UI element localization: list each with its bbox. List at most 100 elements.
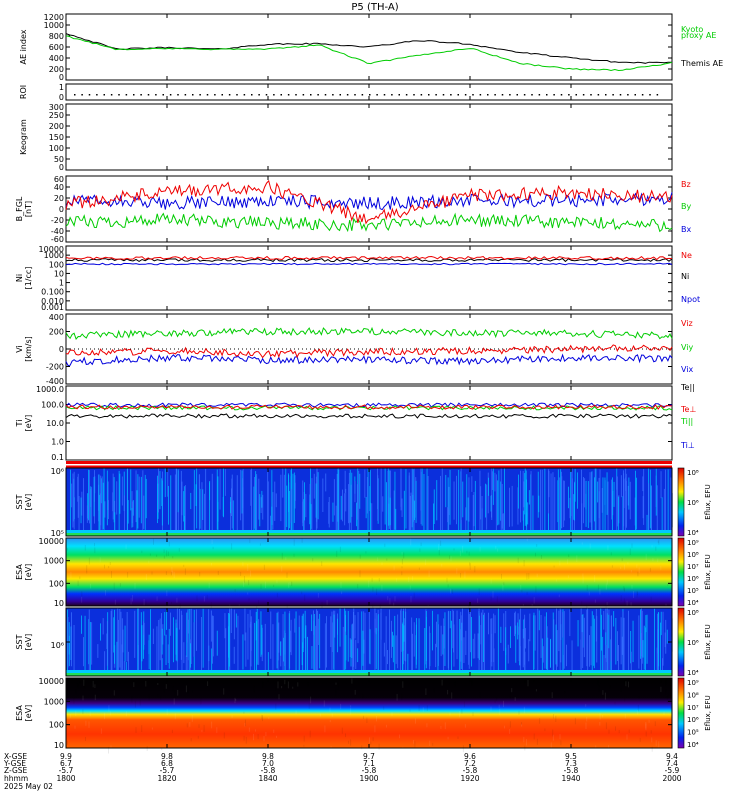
sst_i-streak bbox=[224, 613, 226, 639]
roi-dot bbox=[568, 94, 570, 96]
esa_i-texture-mark bbox=[74, 725, 76, 729]
roi-dot bbox=[280, 94, 282, 96]
bfgl-series-by bbox=[65, 212, 673, 233]
esa_i-texture-mark bbox=[366, 717, 368, 723]
sst_e-streak bbox=[395, 508, 397, 535]
roi-dot bbox=[74, 94, 76, 96]
sst_i-streak bbox=[161, 628, 163, 655]
sst_e-streak bbox=[472, 495, 474, 534]
esa_e-texture-mark bbox=[606, 602, 608, 605]
esa_e-texture-mark bbox=[281, 552, 283, 560]
sst_e-streak bbox=[349, 469, 351, 523]
sst_i-streak bbox=[179, 609, 180, 630]
ae-ytick-label: 200 bbox=[49, 65, 64, 74]
bfgl-frame bbox=[65, 175, 673, 243]
sst_e-streak bbox=[136, 490, 138, 535]
sst_i-streak bbox=[88, 609, 90, 676]
sst_e-streak bbox=[636, 477, 637, 530]
roi-dot bbox=[162, 94, 164, 96]
sst_e-streak bbox=[388, 470, 390, 529]
sst_i-streak bbox=[435, 643, 437, 668]
esa_i-texture-mark bbox=[550, 742, 552, 749]
esa_e-texture-mark bbox=[196, 595, 198, 602]
esa_i-texture-mark bbox=[197, 735, 199, 739]
esa_e-texture-mark bbox=[501, 573, 502, 579]
sst_e-streak bbox=[161, 480, 163, 526]
sst_e-streak bbox=[623, 470, 624, 534]
sst_i-streak bbox=[280, 641, 282, 656]
ae-ytick-label: 400 bbox=[49, 54, 64, 63]
esa_e-texture-mark bbox=[597, 584, 599, 590]
sst_i-streak bbox=[313, 620, 315, 635]
sst_i-streak bbox=[210, 610, 212, 642]
sst_i-streak bbox=[294, 618, 296, 633]
sst_i-streak bbox=[613, 611, 615, 627]
esa_i-texture-mark bbox=[223, 732, 225, 739]
sst_i-streak bbox=[290, 619, 292, 656]
esa_e-texture-mark bbox=[496, 596, 498, 603]
esa_i-colorbar-tick: 10⁷ bbox=[687, 704, 699, 712]
sst_e-streak bbox=[667, 469, 669, 534]
esa_i-texture-mark bbox=[665, 689, 667, 695]
esa_e-texture-mark bbox=[111, 571, 112, 578]
sst_i-streak bbox=[362, 630, 364, 666]
sst_e-streak bbox=[569, 497, 571, 519]
sst_i-streak bbox=[440, 625, 442, 657]
esa_i-texture-mark bbox=[211, 721, 213, 729]
sst_e-streak bbox=[655, 468, 657, 516]
sst_e-streak bbox=[587, 481, 589, 529]
esa_e-texture-mark bbox=[199, 571, 201, 577]
sst_i-streak bbox=[212, 615, 214, 657]
sst_i-streak bbox=[500, 626, 502, 643]
sst_i-streak bbox=[392, 635, 394, 663]
sst_i-streak bbox=[493, 613, 495, 663]
esa_i-texture-mark bbox=[602, 690, 604, 695]
sst_e-streak bbox=[359, 473, 361, 509]
sst_i-streak bbox=[235, 613, 237, 628]
roi-dot bbox=[398, 94, 400, 96]
roi-dot bbox=[442, 94, 445, 96]
sst_i-streak bbox=[640, 633, 642, 657]
esa_e-texture-mark bbox=[660, 566, 662, 571]
esa_e-texture-mark bbox=[667, 583, 669, 586]
sst_e-streak bbox=[289, 491, 290, 529]
sst_i-streak bbox=[593, 618, 595, 669]
sst_e-streak bbox=[495, 474, 497, 536]
sst_e-streak bbox=[485, 483, 486, 518]
sst_e-streak bbox=[468, 477, 470, 522]
sst_e-streak bbox=[108, 500, 109, 520]
esa_i-texture-mark bbox=[599, 713, 601, 720]
esa_i-texture-mark bbox=[310, 696, 312, 704]
roi-dot bbox=[553, 94, 555, 96]
esa_e-texture-mark bbox=[520, 584, 522, 590]
sst_e-colorbar-tick: 10⁸ bbox=[687, 469, 699, 477]
sst_e-streak bbox=[448, 486, 450, 515]
sst_i-streak bbox=[374, 608, 376, 673]
sst_e-streak bbox=[127, 500, 129, 524]
esa_i-texture-mark bbox=[125, 711, 127, 717]
esa_e-texture-mark bbox=[401, 551, 403, 555]
sst_e-streak bbox=[310, 468, 311, 536]
sst_i-streak bbox=[403, 625, 405, 642]
sst_i-streak bbox=[121, 618, 123, 670]
roi-dot bbox=[369, 94, 371, 96]
esa_e-texture-mark bbox=[517, 557, 519, 564]
sst_e-streak bbox=[118, 470, 120, 534]
roi-dot bbox=[605, 94, 607, 96]
esa_i-texture-mark bbox=[361, 745, 363, 750]
sst_i-streak bbox=[138, 608, 140, 671]
esa_e-texture-mark bbox=[208, 582, 210, 589]
sst_e-streak bbox=[412, 469, 414, 518]
esa_i-texture-mark bbox=[67, 740, 68, 745]
ti-ytick-label: 0.1 bbox=[51, 453, 64, 462]
esa_e-texture-mark bbox=[620, 566, 622, 570]
esa_e-texture-mark bbox=[156, 596, 158, 601]
esa_i-texture-mark bbox=[496, 697, 498, 701]
roi-dot bbox=[450, 94, 452, 96]
sst_e-streak bbox=[144, 474, 146, 536]
esa_e-texture-mark bbox=[378, 578, 380, 582]
sst_i-streak bbox=[175, 623, 177, 661]
xaxis-value: -5.8 bbox=[261, 766, 276, 775]
esa_i-texture-mark bbox=[666, 696, 668, 703]
